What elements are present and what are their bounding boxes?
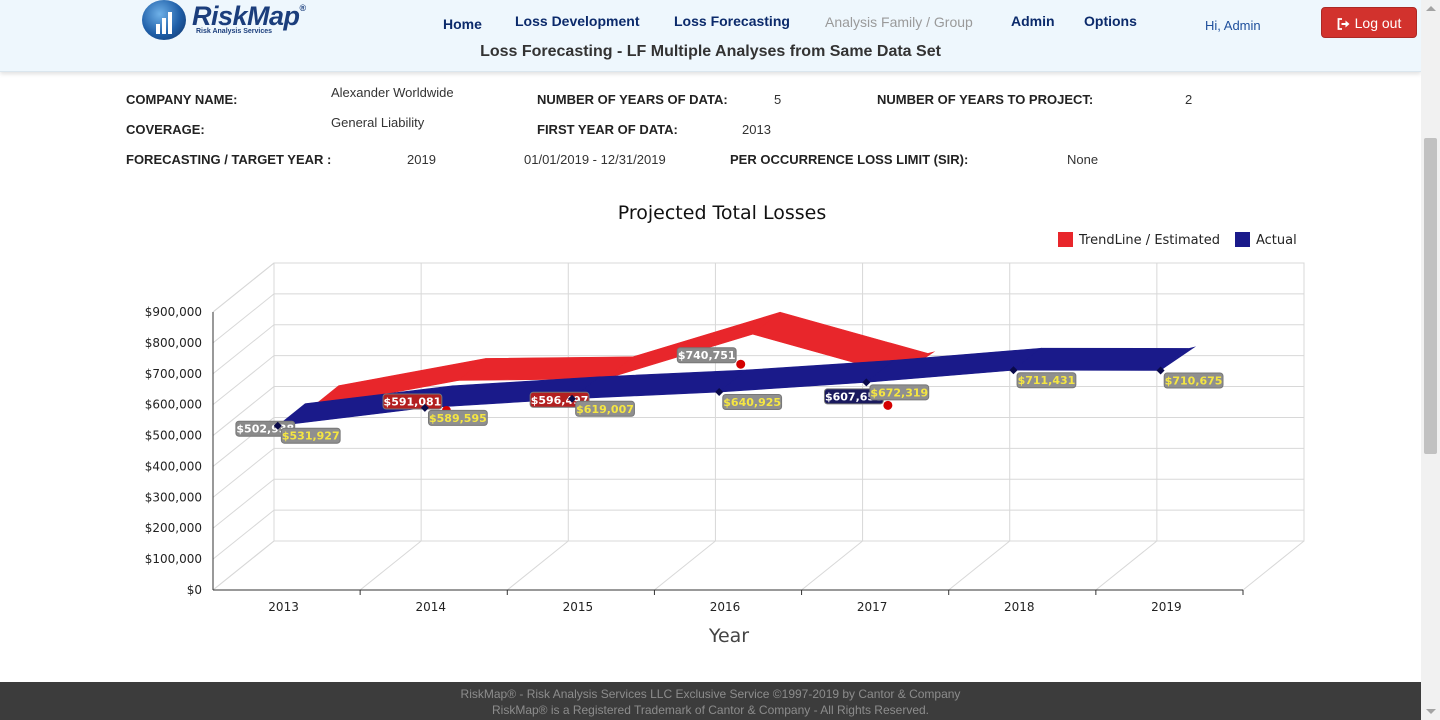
actual-data-label: $640,925 [722, 394, 783, 411]
data-label-text: $710,675 [1165, 374, 1223, 387]
y-tick-label: $800,000 [145, 336, 202, 350]
company-name-label: COMPANY NAME: [126, 92, 238, 107]
actual-point-marker [273, 421, 282, 430]
x-tick-label: 2019 [1151, 600, 1182, 614]
projected-losses-chart: $0 $100,000 $200,000 $300,000 $400,000 $500,0… [0, 195, 1421, 655]
trend-data-label: $740,751 [676, 347, 737, 364]
top-header: RiskMap® Risk Analysis Services Home Los… [0, 0, 1421, 72]
chart-legend: TrendLine / Estimated Actual [1058, 232, 1297, 248]
data-label-text: $607,658 [825, 390, 883, 403]
sir-value: None [1067, 152, 1099, 167]
x-tick-label: 2017 [857, 600, 888, 614]
vertical-scrollbar[interactable] [1421, 0, 1440, 720]
y-tick-label: $900,000 [145, 305, 202, 319]
logo-wordmark: RiskMap® [192, 1, 306, 31]
nav-loss-forecasting[interactable]: Loss Forecasting [674, 13, 790, 29]
data-label-text: $672,319 [870, 386, 928, 399]
actual-point-marker [862, 378, 871, 387]
first-year-label: FIRST YEAR OF DATA: [537, 122, 678, 137]
data-label-text: $591,081 [384, 395, 442, 408]
scroll-down-icon[interactable] [1426, 709, 1436, 714]
sign-out-icon [1337, 17, 1351, 30]
actual-point-marker [568, 394, 577, 403]
ribbon-segment [752, 311, 928, 376]
legend-swatch [1235, 232, 1250, 247]
y-tick-label: $500,000 [145, 429, 202, 443]
data-label-text: $619,007 [576, 403, 634, 416]
actual-data-label: $589,595 [427, 409, 488, 426]
x-tick-label: 2013 [268, 600, 299, 614]
coverage-label: COVERAGE: [126, 122, 205, 137]
trend-data-label: $607,658 [823, 388, 884, 405]
chart-title: Projected Total Losses [618, 202, 826, 224]
legend-label: TrendLine / Estimated [1078, 233, 1220, 248]
series-actual-area [276, 346, 1197, 427]
trend-point-marker [883, 400, 893, 410]
actual-data-label: $711,431 [1016, 372, 1077, 389]
y-tick-label: $400,000 [145, 459, 202, 473]
data-label-text: $740,751 [678, 349, 736, 362]
coverage-value: General Liability [331, 115, 425, 130]
trend-data-label: $591,081 [382, 393, 443, 410]
first-year-value: 2013 [742, 122, 771, 137]
y-tick-label: $600,000 [145, 398, 202, 412]
sir-label: PER OCCURRENCE LOSS LIMIT (SIR): [730, 152, 969, 167]
actual-data-label: $710,675 [1163, 372, 1224, 389]
scrollbar-thumb[interactable] [1424, 138, 1437, 454]
trend-point-marker [736, 359, 746, 369]
data-label-text: $531,927 [282, 430, 340, 443]
globe-logo-icon [142, 0, 186, 40]
logo-tagline: Risk Analysis Services [196, 28, 273, 35]
y-tick-label: $300,000 [145, 490, 202, 504]
nav-home[interactable]: Home [443, 16, 482, 32]
actual-point-marker [715, 388, 724, 397]
legend-swatch [1058, 232, 1073, 247]
y-tick-label: $100,000 [145, 552, 202, 566]
y-tick-label: $200,000 [145, 521, 202, 535]
actual-data-label: $672,319 [869, 384, 930, 401]
riskmap-logo[interactable]: RiskMap® Risk Analysis Services [142, 0, 312, 40]
nav-analysis-family-group[interactable]: Analysis Family / Group [825, 14, 973, 30]
nav-loss-development[interactable]: Loss Development [515, 13, 640, 29]
x-axis-title: Year [708, 625, 749, 647]
years-to-project-value: 2 [1185, 92, 1193, 107]
actual-data-label: $531,927 [280, 427, 341, 444]
page-title: Loss Forecasting - LF Multiple Analyses … [480, 43, 941, 60]
target-period-value: 01/01/2019 - 12/31/2019 [524, 152, 666, 167]
data-label-text: $711,431 [1018, 374, 1076, 387]
footer-trademark: RiskMap® is a Registered Trademark of Ca… [491, 703, 929, 717]
ribbon-tail [1160, 346, 1197, 371]
y-tick-label: $0 [187, 583, 202, 597]
company-name-value: Alexander Worldwide [331, 85, 454, 100]
x-tick-label: 2014 [415, 600, 446, 614]
years-of-data-value: 5 [774, 92, 782, 107]
nav-options[interactable]: Options [1084, 13, 1137, 29]
actual-point-marker [1156, 366, 1165, 375]
data-label-text: $589,595 [429, 412, 487, 425]
target-year-label: FORECASTING / TARGET YEAR : [126, 152, 332, 167]
main-nav: Home Loss Development Loss Forecasting A… [0, 13, 1421, 35]
x-tick-label: 2015 [563, 600, 594, 614]
scroll-up-icon[interactable] [1426, 6, 1436, 11]
logout-button[interactable]: Log out [1321, 7, 1417, 38]
y-tick-label: $700,000 [145, 367, 202, 381]
footer-copyright: RiskMap® - Risk Analysis Services LLC Ex… [460, 687, 961, 701]
legend-label: Actual [1256, 233, 1297, 248]
x-tick-label: 2018 [1004, 600, 1035, 614]
page-footer: RiskMap® - Risk Analysis Services LLC Ex… [0, 682, 1421, 720]
years-of-data-label: NUMBER OF YEARS OF DATA: [537, 92, 728, 107]
chart-svg: $0 $100,000 $200,000 $300,000 $400,000 $500,0… [145, 202, 1305, 647]
actual-point-marker [420, 403, 429, 412]
x-tick-label: 2016 [710, 600, 741, 614]
chart-grid [212, 262, 1305, 591]
actual-data-label: $619,007 [575, 400, 635, 417]
user-greeting: Hi, Admin [1205, 18, 1261, 33]
data-label-text: $640,925 [723, 396, 781, 409]
ribbon-segment [1012, 347, 1189, 371]
logout-label: Log out [1354, 14, 1402, 31]
years-to-project-label: NUMBER OF YEARS TO PROJECT: [877, 92, 1094, 107]
actual-point-marker [1009, 366, 1018, 375]
nav-admin[interactable]: Admin [1011, 13, 1055, 29]
target-year-value: 2019 [407, 152, 436, 167]
